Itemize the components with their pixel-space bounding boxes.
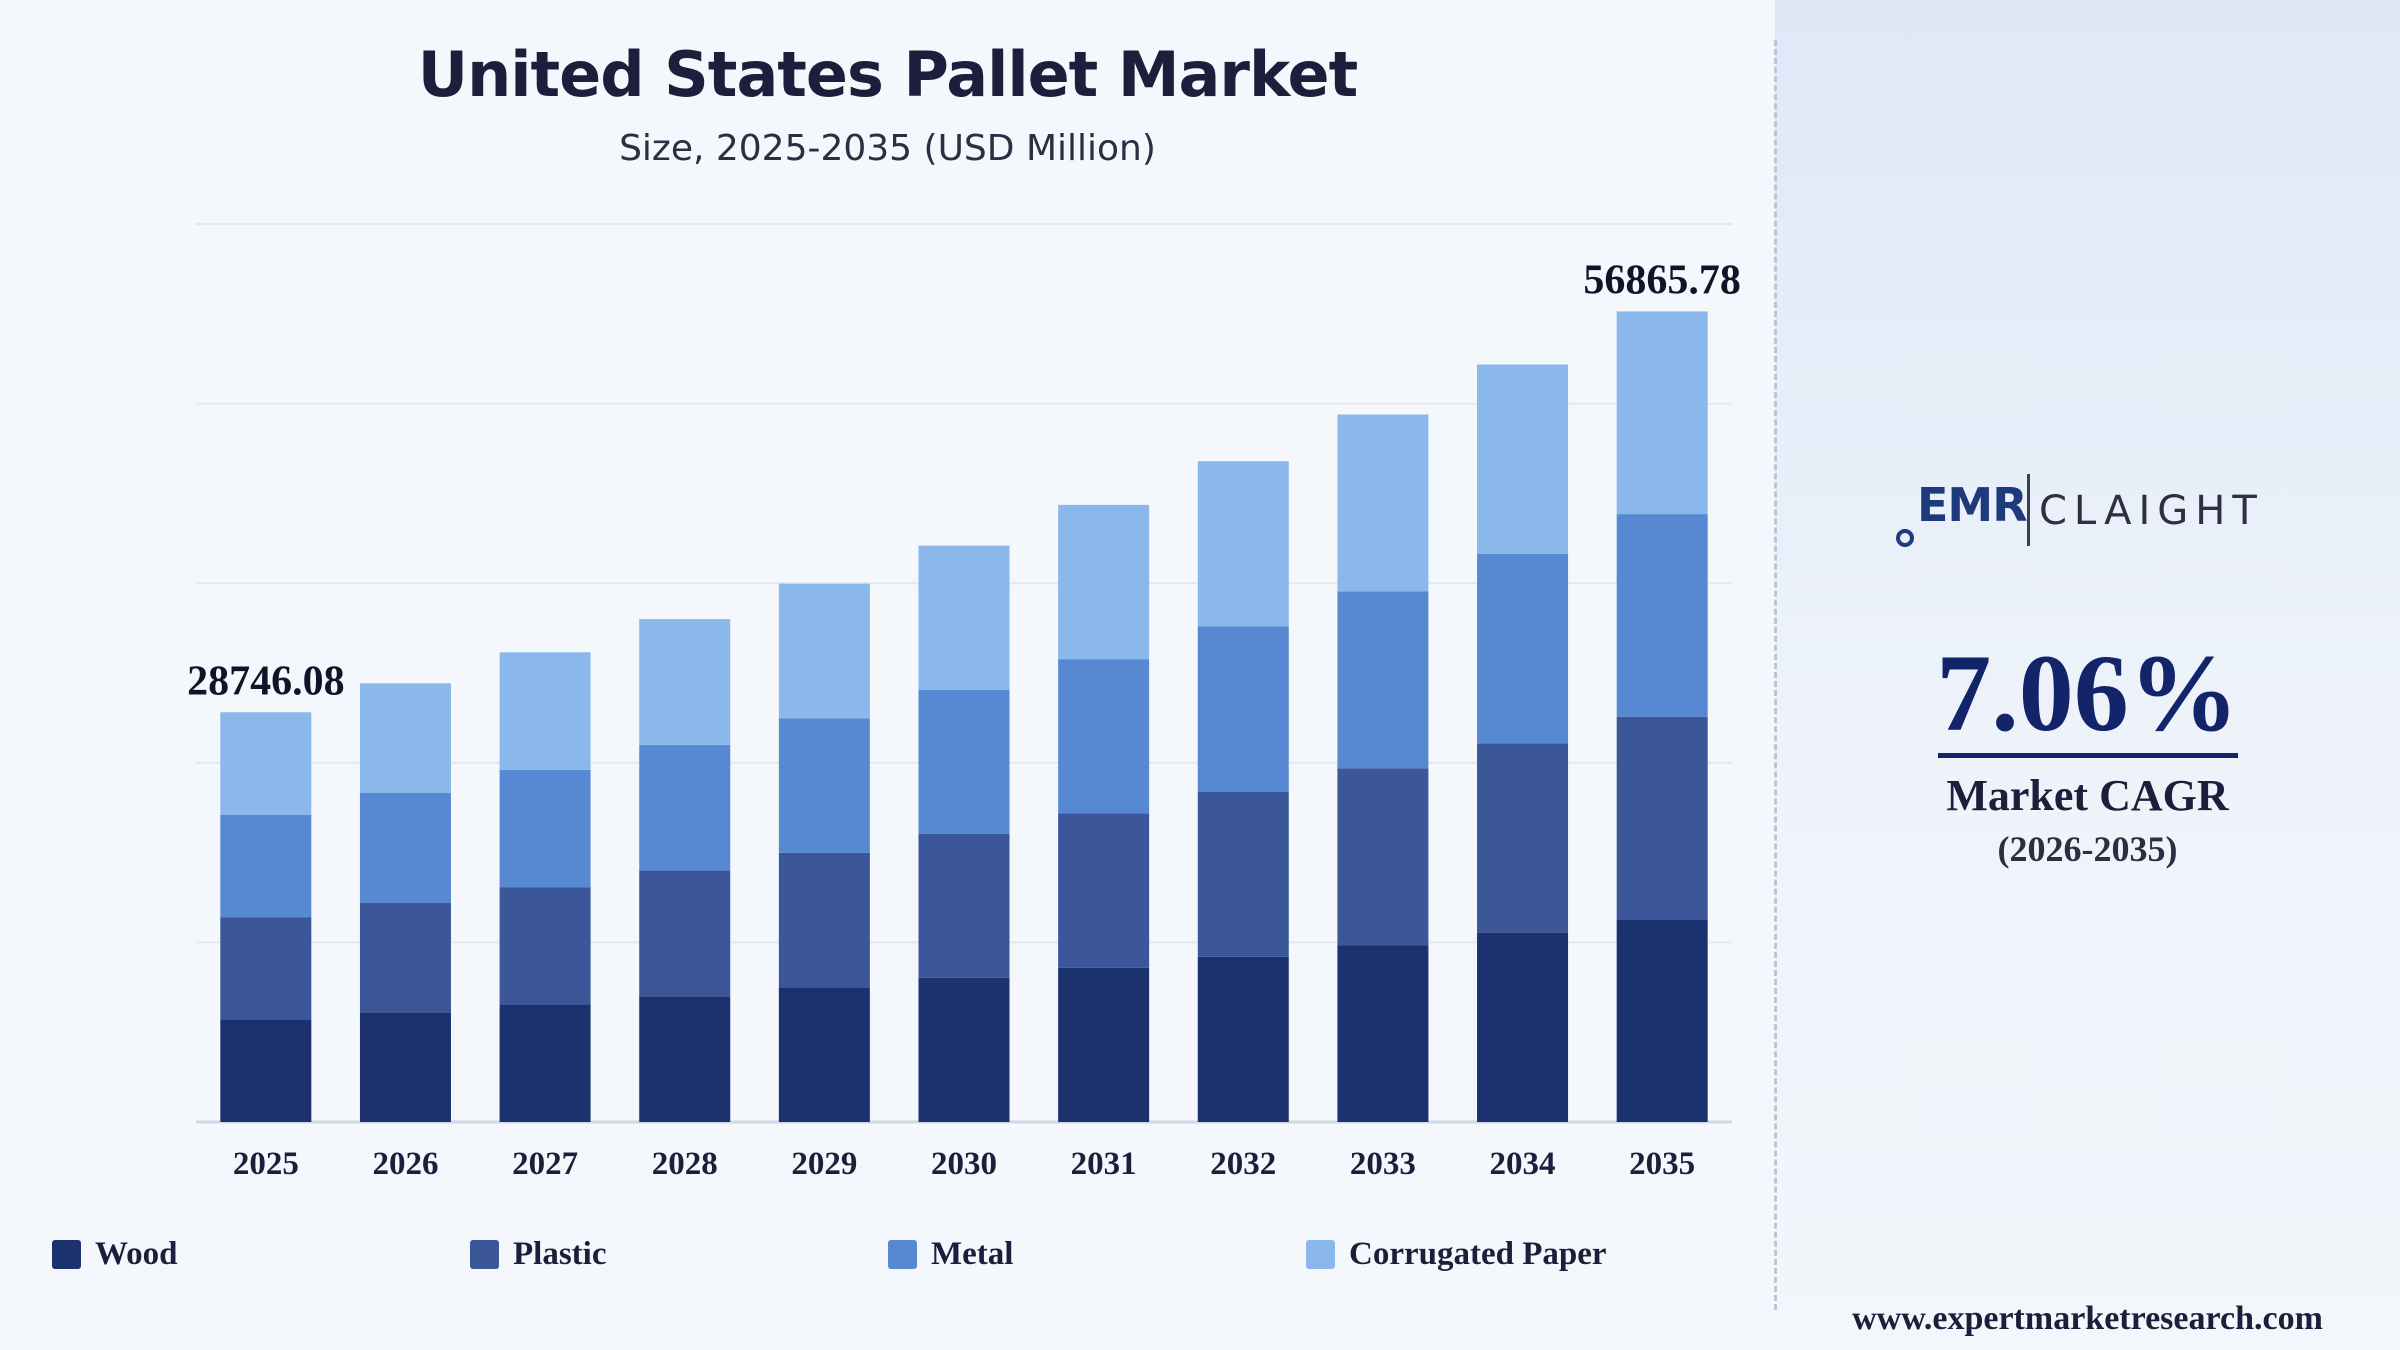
bar-corrugated-paper-2032 [1197, 461, 1289, 627]
bar-corrugated-paper-2026 [359, 683, 451, 793]
stacked-bar-chart: 2025 2026 2027 2028 2029 2030 2031 2032 2033 2034… [187, 223, 1741, 1182]
x-tick-label: 2031 [1071, 1146, 1137, 1182]
emr-claight-logo: EMR CLAIGHT [1893, 468, 2293, 558]
bar-wood-2035 [1616, 919, 1708, 1122]
bar-plastic-2029 [778, 852, 870, 988]
bar-corrugated-paper-2031 [1058, 504, 1150, 660]
bar-plastic-2027 [499, 887, 591, 1005]
x-tick-label: 2034 [1490, 1146, 1556, 1182]
cagr-label: Market CAGR [1946, 771, 2229, 820]
legend-swatch [1306, 1240, 1335, 1269]
bar-plastic-2034 [1477, 743, 1569, 933]
x-tick-label: 2029 [791, 1146, 857, 1182]
bar-wood-2033 [1337, 945, 1429, 1122]
x-tick-label: 2033 [1350, 1146, 1416, 1182]
bar-wood-2029 [778, 987, 870, 1122]
bar-metal-2031 [1058, 659, 1150, 814]
x-tick-label: 2027 [512, 1146, 578, 1182]
legend-swatch [470, 1240, 499, 1269]
x-tick-label: 2030 [931, 1146, 997, 1182]
legend-item-metal: Metal [888, 1236, 1013, 1273]
side-panel [1775, 0, 2400, 1350]
bar-wood-2034 [1477, 932, 1569, 1122]
bar-corrugated-paper-2027 [499, 652, 591, 770]
cagr-period: (2026-2035) [1997, 829, 2178, 869]
bar-wood-2028 [639, 996, 731, 1122]
bar-metal-2026 [359, 792, 451, 903]
bar-wood-2032 [1197, 956, 1289, 1122]
logo-separator [2027, 474, 2030, 546]
x-tick-label: 2028 [652, 1146, 718, 1182]
bar-plastic-2033 [1337, 768, 1429, 946]
cagr-value: 7.06% [1936, 632, 2239, 754]
bar-corrugated-paper-2035 [1616, 311, 1708, 515]
legend-swatch [52, 1240, 81, 1269]
legend-label: Corrugated Paper [1349, 1236, 1607, 1272]
bar-plastic-2025 [220, 917, 312, 1020]
bar-corrugated-paper-2029 [778, 583, 870, 719]
legend-label: Wood [95, 1236, 178, 1272]
bar-corrugated-paper-2030 [918, 545, 1010, 690]
bar-metal-2029 [778, 718, 870, 853]
legend-label: Plastic [513, 1236, 607, 1272]
bar-metal-2030 [918, 689, 1010, 834]
footer-website: www.expertmarketresearch.com [1852, 1300, 2323, 1337]
bar-metal-2025 [220, 814, 312, 918]
bar-metal-2033 [1337, 591, 1429, 769]
bar-wood-2027 [499, 1004, 591, 1122]
bar-metal-2027 [499, 769, 591, 888]
panel-divider [1774, 40, 1777, 1310]
bar-wood-2031 [1058, 967, 1150, 1122]
bar-plastic-2028 [639, 870, 731, 997]
bar-wood-2030 [918, 977, 1010, 1122]
bar-plastic-2030 [918, 833, 1010, 978]
bar-plastic-2031 [1058, 813, 1150, 968]
bar-corrugated-paper-2034 [1477, 364, 1569, 554]
legend-item-corrugated-paper: Corrugated Paper [1306, 1236, 1607, 1273]
x-tick-label: 2035 [1629, 1146, 1695, 1182]
bar-plastic-2032 [1197, 791, 1289, 957]
bar-plastic-2026 [359, 902, 451, 1013]
chart-title: United States Pallet Market [417, 38, 1358, 111]
chart-subtitle: Size, 2025-2035 (USD Million) [619, 128, 1156, 169]
bar-corrugated-paper-2025 [220, 712, 312, 815]
x-tick-label: 2026 [372, 1146, 438, 1182]
x-tick-label: 2032 [1210, 1146, 1276, 1182]
legend-label: Metal [931, 1236, 1014, 1272]
bar-metal-2035 [1616, 514, 1708, 717]
bar-wood-2025 [220, 1019, 312, 1122]
bar-wood-2026 [359, 1012, 451, 1122]
bar-corrugated-paper-2033 [1337, 414, 1429, 592]
logo-emr-text: EMR [1917, 478, 2028, 532]
legend-swatch [888, 1240, 917, 1269]
chart-legend: Wood Plastic Metal Corrugated Paper [0, 1236, 1775, 1280]
legend-item-plastic: Plastic [470, 1236, 606, 1273]
data-label-2035: 56865.78 [1583, 257, 1741, 303]
bar-metal-2032 [1197, 626, 1289, 792]
logo-claight-text: CLAIGHT [2039, 488, 2264, 534]
data-label-2025: 28746.08 [187, 658, 345, 704]
bar-metal-2034 [1477, 553, 1569, 744]
x-tick-label: 2025 [233, 1146, 299, 1182]
bar-metal-2028 [639, 744, 731, 871]
legend-item-wood: Wood [52, 1236, 178, 1273]
bar-corrugated-paper-2028 [639, 619, 731, 745]
bar-plastic-2035 [1616, 716, 1708, 920]
cagr-underline [1938, 753, 2238, 758]
logo-mark-icon [1896, 529, 1914, 547]
